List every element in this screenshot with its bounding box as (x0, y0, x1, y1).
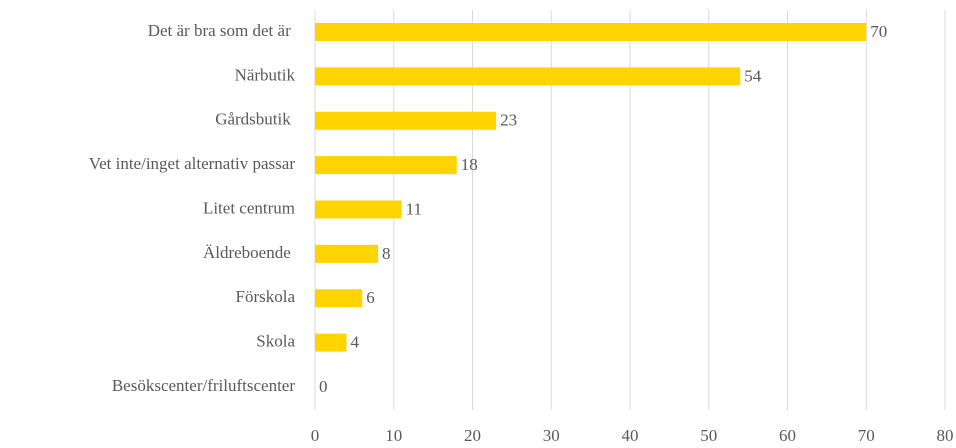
value-label: 23 (500, 111, 517, 130)
bar (315, 111, 497, 130)
value-label: 4 (351, 333, 360, 352)
x-tick-label: 60 (779, 426, 796, 445)
value-label: 8 (382, 244, 391, 263)
value-label: 18 (461, 155, 478, 174)
y-tick-label: Närbutik (235, 65, 296, 84)
bar (315, 67, 741, 86)
bar (315, 244, 378, 263)
y-tick-label: Äldreboende (203, 243, 295, 262)
x-tick-label: 20 (464, 426, 481, 445)
value-label: 70 (870, 22, 887, 41)
y-tick-label: Förskola (236, 287, 296, 306)
value-label: 11 (406, 199, 422, 218)
x-tick-label: 10 (385, 426, 402, 445)
x-tick-label: 30 (543, 426, 560, 445)
y-tick-label: Besökscenter/friluftscenter (112, 376, 295, 395)
value-label: 0 (319, 377, 328, 396)
x-tick-label: 70 (858, 426, 875, 445)
y-tick-label: Det är bra som det är (148, 21, 295, 40)
value-label: 6 (366, 288, 375, 307)
value-label: 54 (744, 66, 762, 85)
y-tick-label: Skola (256, 332, 295, 351)
x-tick-label: 0 (311, 426, 320, 445)
y-tick-label: Vet inte/inget alternativ passar (89, 154, 296, 173)
x-tick-label: 50 (700, 426, 717, 445)
bar (315, 23, 867, 41)
x-tick-label: 80 (937, 426, 954, 445)
bar (315, 156, 457, 175)
bar (315, 289, 363, 308)
y-tick-label: Gårdsbutik (215, 110, 295, 129)
x-tick-label: 40 (622, 426, 639, 445)
bar (315, 200, 402, 219)
y-tick-label: Litet centrum (203, 198, 295, 217)
bar (315, 333, 347, 352)
